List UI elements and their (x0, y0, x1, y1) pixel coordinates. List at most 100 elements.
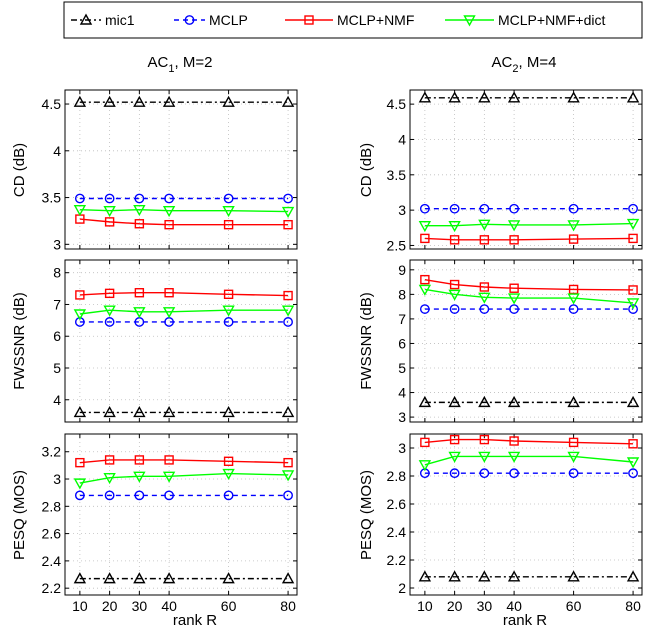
data-point-s4-4 (507, 293, 521, 305)
yaxis-label: PESQ (MOS) (358, 470, 375, 560)
ytick-label-1: 2.2 (42, 580, 62, 596)
data-point-s3-1 (420, 233, 430, 244)
series-line-3 (79, 459, 289, 464)
axes-frame (409, 259, 643, 423)
data-point-s1-1 (418, 570, 432, 582)
axes-frame (64, 433, 298, 596)
series-line-3 (79, 218, 289, 226)
panel-1: 3 3.5 4 4.5 CD (dB) (11, 89, 298, 252)
data-point-s2-4 (509, 203, 520, 214)
data-point-s2-2 (104, 317, 115, 327)
ytick-label-4: 4.5 (42, 96, 62, 112)
data-point-s1-2 (103, 406, 116, 418)
ytick-label-4: 2.6 (387, 496, 407, 512)
data-point-s1-3 (133, 572, 146, 584)
data-point-s3-3 (479, 235, 490, 245)
data-point-s1-3 (133, 406, 146, 418)
column-title-right-sub: 2 (512, 63, 518, 75)
ytick-label-5: 8 (53, 265, 61, 281)
data-point-s3-5 (223, 219, 234, 230)
xtick-label-1: 10 (417, 598, 433, 614)
ytick-label-6: 3 (398, 440, 406, 456)
data-point-s3-2 (104, 455, 115, 465)
data-point-s3-5 (223, 456, 234, 466)
data-point-s1-4 (162, 406, 176, 418)
data-point-s1-1 (73, 572, 87, 584)
data-point-s3-2 (449, 434, 460, 445)
data-point-s2-5 (568, 468, 579, 479)
data-point-s1-2 (103, 95, 116, 107)
data-point-s4-3 (133, 205, 146, 217)
data-point-s4-3 (478, 219, 491, 231)
column-title-left-sub: 1 (168, 63, 174, 75)
data-point-s2-1 (74, 490, 85, 501)
data-point-s2-1 (74, 193, 85, 204)
data-point-s4-3 (478, 292, 491, 304)
axes-frame (409, 433, 643, 596)
data-point-s3-1 (420, 437, 430, 448)
data-point-s4-5 (567, 451, 580, 463)
data-point-s1-4 (507, 570, 521, 582)
legend-marker-4 (463, 15, 476, 27)
data-point-s4-2 (103, 305, 116, 317)
data-point-s3-2 (104, 217, 115, 227)
ytick-label-2: 3 (398, 202, 406, 218)
legend-label-4: MCLP+NMF+dict (498, 12, 605, 28)
data-point-s2-4 (164, 490, 175, 501)
data-point-s3-5 (223, 289, 234, 300)
data-point-s2-6 (283, 490, 293, 501)
data-point-s2-6 (283, 317, 293, 327)
ytick-label-6: 3.2 (42, 444, 62, 460)
legend-marker-1 (79, 13, 93, 25)
yaxis-label: PESQ (MOS) (11, 470, 28, 560)
data-point-s1-4 (162, 95, 176, 107)
data-point-s4-5 (222, 305, 235, 317)
data-point-s1-6 (281, 406, 295, 418)
data-point-s1-5 (222, 406, 235, 418)
data-point-s2-5 (223, 490, 234, 501)
data-point-s2-3 (134, 193, 145, 204)
data-point-s2-2 (449, 304, 460, 314)
ytick-label-3: 2.4 (387, 524, 407, 540)
series-line-4 (79, 472, 289, 484)
series-line-3 (424, 237, 634, 241)
data-point-s4-2 (448, 289, 461, 301)
xaxis-label-left: rank R (173, 612, 217, 629)
data-point-s3-6 (628, 285, 638, 295)
data-point-s1-1 (418, 91, 432, 103)
data-point-s2-4 (509, 468, 520, 479)
legend-label-2: MCLP (209, 12, 248, 28)
axes-frame (64, 89, 298, 250)
data-point-s3-6 (283, 219, 293, 230)
data-point-s1-2 (103, 572, 116, 584)
legend-label-3: MCLP+NMF (337, 12, 414, 28)
data-point-s3-1 (420, 274, 430, 285)
data-point-s4-3 (133, 471, 146, 483)
data-point-s1-2 (448, 395, 461, 408)
data-point-s3-3 (134, 455, 145, 465)
xtick-label-6: 80 (625, 598, 641, 614)
ytick-label-2: 5 (53, 360, 61, 376)
data-point-s4-4 (507, 451, 521, 463)
data-point-s1-6 (281, 95, 295, 107)
ytick-label-3: 2.6 (42, 526, 62, 542)
ytick-label-1: 2.5 (387, 237, 407, 253)
yaxis-label: FWSSNR (dB) (11, 292, 28, 390)
data-point-s1-5 (567, 570, 580, 582)
data-point-s3-2 (104, 288, 115, 299)
data-point-s3-4 (509, 283, 519, 293)
data-point-s4-4 (162, 205, 176, 218)
data-point-s3-4 (164, 288, 174, 298)
data-point-s2-2 (449, 468, 460, 479)
data-point-s3-6 (628, 439, 638, 449)
data-point-s2-5 (568, 203, 579, 214)
data-point-s4-1 (73, 205, 87, 217)
xtick-label-3: 30 (477, 598, 493, 614)
data-point-s3-3 (479, 434, 490, 445)
data-point-s3-4 (164, 455, 174, 465)
ytick-label-2: 3.5 (42, 190, 62, 206)
ytick-label-4: 7 (53, 296, 61, 312)
data-point-s4-1 (73, 478, 87, 490)
ytick-label-5: 3 (53, 471, 61, 487)
